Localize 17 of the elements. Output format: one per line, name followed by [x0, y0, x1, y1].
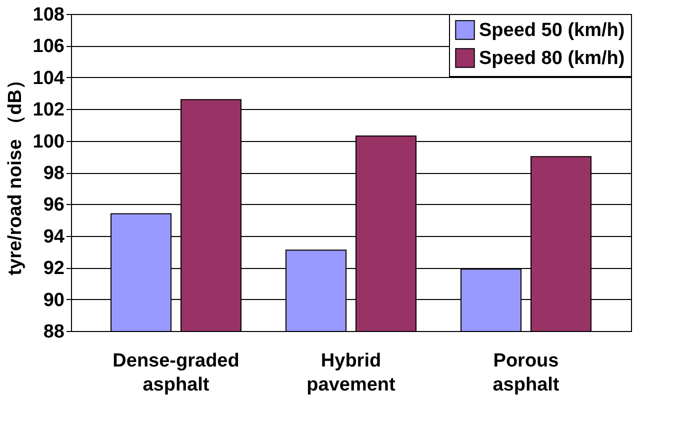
y-tick-label: 102	[32, 100, 64, 121]
y-tick-label: 108	[32, 4, 64, 26]
y-tick-label: 100	[32, 131, 64, 152]
y-tick-label: 98	[43, 163, 64, 184]
y-tick-label: 104	[32, 68, 65, 89]
x-tick-label: Hybrid pavement	[306, 350, 396, 396]
y-tick-label: 92	[43, 258, 64, 280]
y-tick-label: 88	[43, 322, 64, 342]
y-tick-label: 94	[43, 226, 65, 248]
y-tick-label: 90	[43, 290, 64, 311]
y-tick-label: 96	[43, 194, 64, 216]
x-tick-label: Dense-graded asphalt	[112, 350, 240, 396]
legend-label: Speed 80 (km/h)	[479, 48, 625, 69]
legend-label: Speed 50 (km/h)	[479, 20, 625, 41]
x-tick-label: Porous asphalt	[492, 350, 560, 396]
y-axis-title: tyre/road noise （dB）	[4, 70, 26, 276]
y-tick-label: 106	[32, 36, 64, 58]
